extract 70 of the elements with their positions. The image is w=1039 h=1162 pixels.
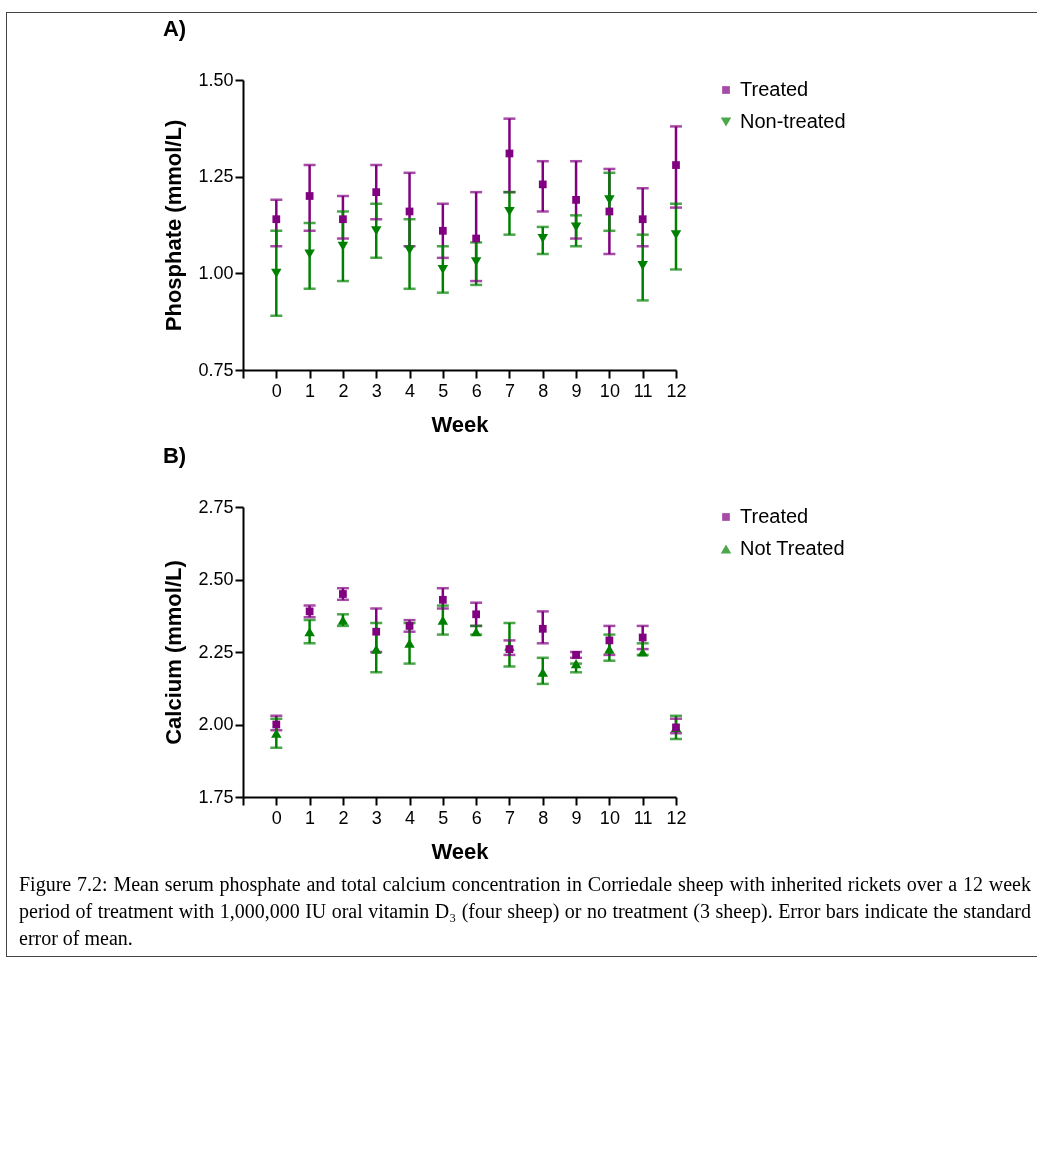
- legend-label: Treated: [740, 78, 809, 100]
- x-tick-label: 5: [438, 807, 449, 828]
- x-tick-label: 2: [338, 807, 349, 828]
- x-tick-label: 4: [405, 380, 416, 401]
- x-tick-label: 8: [538, 807, 549, 828]
- point: [272, 720, 281, 729]
- x-tick-label: 6: [471, 380, 482, 401]
- point: [638, 633, 647, 642]
- y-axis-title: Calcium (mmol/L): [161, 560, 187, 745]
- point: [572, 195, 580, 204]
- y-tick-label: 1.50: [198, 69, 234, 90]
- point: [304, 249, 315, 259]
- point: [372, 188, 381, 197]
- x-tick-label: 6: [471, 807, 482, 828]
- point: [271, 268, 282, 278]
- x-axis-title: Week: [431, 411, 490, 437]
- x-tick-label: 9: [571, 807, 582, 828]
- point: [404, 245, 415, 255]
- y-tick-label: 2.75: [198, 496, 234, 517]
- x-tick-label: 7: [504, 380, 515, 401]
- y-tick-label: 0.75: [198, 359, 234, 380]
- x-tick-label: 1: [305, 807, 316, 828]
- y-tick-label: 2.25: [198, 641, 234, 662]
- caption: Figure 7.2: Mean serum phosphate and total calcium concentration in Corriedale sheep with inherited rickets over a 12 week period of treatment with 1,000,000 IU oral vitamin D₃ (four sheep) or no treatment (3 sheep). Error bars indicate the standard error of mean.: [19, 872, 1031, 951]
- x-tick-label: 3: [371, 807, 382, 828]
- point: [305, 192, 314, 200]
- x-tick-label: 12: [666, 380, 687, 401]
- point: [472, 610, 481, 619]
- point: [339, 215, 347, 224]
- point: [637, 647, 648, 657]
- point: [638, 215, 647, 224]
- point: [505, 645, 514, 653]
- y-axis-title: Phosphate (mmol/L): [161, 119, 187, 332]
- x-tick-label: 4: [405, 807, 416, 828]
- x-tick-label: 0: [271, 380, 282, 401]
- x-tick-label: 11: [633, 807, 653, 828]
- y-tick-label: 1.00: [198, 262, 234, 283]
- point: [472, 234, 481, 243]
- legend-label: Treated: [740, 505, 809, 527]
- point: [672, 161, 680, 169]
- point: [570, 659, 582, 669]
- x-tick-label: 10: [599, 807, 620, 828]
- x-tick-label: 9: [571, 380, 582, 401]
- x-tick-label: 11: [633, 380, 653, 401]
- point: [538, 180, 547, 189]
- point: [538, 624, 547, 633]
- y-tick-label: 1.75: [198, 786, 234, 807]
- point: [438, 226, 447, 235]
- chart-title: B): [162, 443, 187, 468]
- x-tick-label: 0: [271, 807, 282, 828]
- x-tick-label: 2: [338, 380, 349, 401]
- point: [438, 595, 447, 604]
- x-tick-label: 3: [371, 380, 382, 401]
- point: [304, 627, 315, 637]
- x-tick-label: 12: [666, 807, 687, 828]
- y-tick-label: 1.25: [198, 166, 234, 187]
- x-tick-label: 7: [504, 807, 515, 828]
- point: [272, 215, 281, 224]
- legend-label: Non-treated: [740, 110, 846, 132]
- legend-label: Not Treated: [740, 537, 845, 559]
- x-tick-label: 1: [305, 380, 316, 401]
- y-tick-label: 2.00: [198, 714, 234, 734]
- point: [372, 627, 381, 636]
- x-tick-label: 8: [538, 380, 549, 401]
- y-tick-label: 2.50: [198, 569, 234, 589]
- x-tick-label: 5: [438, 380, 449, 401]
- chart-title: A): [162, 16, 187, 41]
- point: [271, 728, 282, 738]
- x-axis-title: Week: [431, 838, 490, 864]
- x-tick-label: 10: [599, 380, 620, 401]
